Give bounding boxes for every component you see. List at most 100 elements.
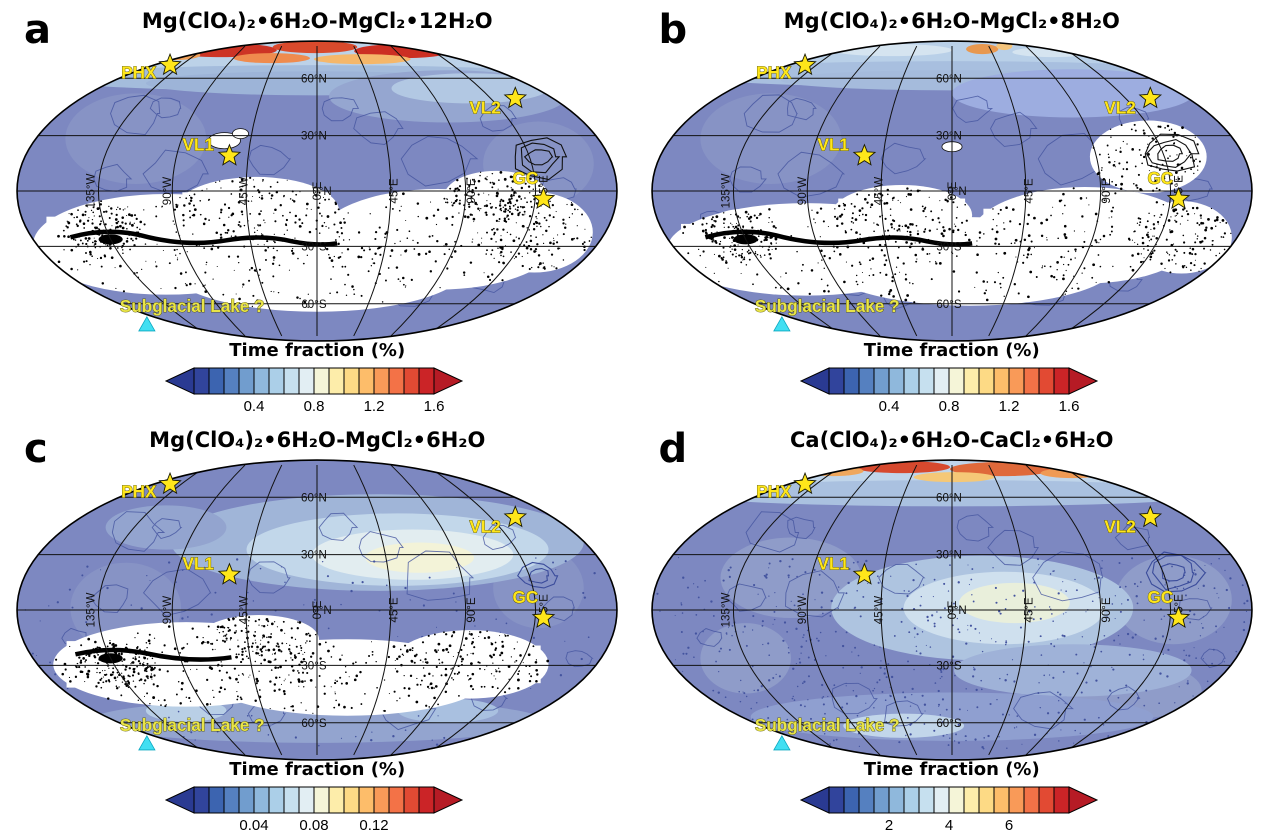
panel-b: b Mg(ClO₄)₂•6H₂O-MgCl₂•8H₂O 135°W 90°W 45°… (635, 0, 1269, 419)
site-star-vl1 (217, 562, 242, 585)
site-label-phx: PHX (756, 63, 792, 82)
lon-label: 90°W (797, 596, 809, 624)
mars-map-d: 135°W90°W45°W0°E45°E90°E135°E60°N30°N0°N… (650, 459, 1253, 761)
colorbar-cell (1038, 786, 1055, 814)
site-star-vl2 (1138, 86, 1162, 109)
colorbar-label-d: Time fraction (%) (863, 759, 1040, 780)
colorbar-cell (373, 786, 390, 814)
panel-title-c: Mg(ClO₄)₂•6H₂O-MgCl₂•6H₂O (149, 428, 486, 452)
valles-marineris-line (70, 229, 338, 247)
colorbar-cell (1008, 786, 1025, 814)
site-star-vl1 (852, 143, 876, 166)
colorbar-cell (223, 786, 240, 814)
map-outline (650, 40, 1253, 342)
colorbar-cell (933, 786, 950, 814)
lon-label: 90°W (162, 596, 174, 624)
colorbar-cell (253, 367, 270, 395)
colorbar-cell (283, 367, 300, 395)
colorbar-cell (993, 367, 1010, 395)
colorbar-label-a: Time fraction (%) (229, 340, 406, 361)
site-label-gc: GC (1147, 169, 1173, 188)
valles-marineris-line (704, 229, 973, 247)
colorbar-cell (948, 786, 965, 814)
colorbar-cell (403, 367, 420, 395)
colorbar-left-arrow-icon (165, 367, 195, 395)
colorbar-tick: 0.04 (240, 817, 269, 833)
lon-label: 90°W (162, 177, 174, 205)
panel-c: c Mg(ClO₄)₂•6H₂O-MgCl₂•6H₂O 135°W 90°W 45°… (0, 419, 635, 838)
site-label-vl1: VL1 (817, 136, 849, 155)
lat-label: 60°N (301, 73, 327, 85)
speckle-dots (57, 170, 593, 308)
colorbar-cell (918, 786, 935, 814)
colorbar-cell (328, 786, 345, 814)
landing-sites: PHX VL1 VL2 GC (121, 52, 556, 210)
lon-label: 45°W (873, 596, 885, 624)
colorbar-cell (268, 367, 285, 395)
colorbar-cell (888, 367, 905, 395)
subglacial-lake-triangle-icon (138, 735, 156, 751)
colorbar-cell (238, 786, 255, 814)
colorbar-cell (858, 367, 875, 395)
site-star-gc (531, 186, 556, 210)
colorbar-cell (283, 786, 300, 814)
colorbar-c: Time fraction (%) 0.04 0.08 0.12 (152, 759, 482, 833)
colorbar-cell (373, 367, 390, 395)
colorbar-label-c: Time fraction (%) (229, 759, 406, 780)
mars-map-b: 135°W90°W45°W0°E45°E90°E135°E60°N30°N0°N… (650, 40, 1253, 342)
site-star-vl1 (852, 562, 876, 585)
subglacial-lake-label: Subglacial Lake ? (755, 716, 900, 735)
colorbar-right-arrow-icon (433, 367, 464, 395)
lon-label: 135°W (720, 593, 732, 628)
site-label-gc: GC (513, 169, 539, 188)
colorbar-cell (963, 786, 980, 814)
colorbar-cell (903, 367, 920, 395)
lon-label: 45°E (1023, 597, 1035, 622)
colorbar-tick: 1.6 (424, 398, 445, 414)
site-star-phx (793, 52, 817, 76)
colorbar-cell (388, 786, 405, 814)
lon-label: 90°E (466, 597, 478, 622)
colorbar-cell (1053, 367, 1070, 395)
colorbar-cell (948, 367, 965, 395)
valles-marineris-line (75, 647, 233, 662)
colorbar-cell (873, 786, 890, 814)
lat-label: 60°N (301, 492, 327, 504)
colorbar-tick: 0.4 (244, 398, 265, 414)
colorbar-cell (298, 367, 315, 395)
colorbar-right-arrow-icon (1068, 367, 1098, 395)
subglacial-lake-triangle-icon (772, 316, 791, 332)
colorbar-d: Time fraction (%) 2 4 6 (787, 759, 1117, 833)
landing-sites: PHX VL1 VL2 GC (756, 52, 1190, 210)
colorbar-tick: 1.2 (998, 398, 1019, 414)
site-star-vl2 (503, 86, 528, 109)
colorbar-cell (208, 786, 225, 814)
lon-label: 90°W (797, 177, 809, 205)
site-star-vl1 (217, 143, 242, 166)
colorbar-scale-c: 0.04 0.08 0.12 (165, 786, 464, 833)
colorbar-cell (223, 367, 240, 395)
colorbar-scale-d: 2 4 6 (799, 786, 1098, 833)
lat-label: 30°S (936, 241, 961, 253)
lon-label: 0°E (947, 600, 959, 619)
colorbar-cell (978, 786, 995, 814)
lat-label: 30°N (936, 550, 962, 562)
colorbar-tick: 1.6 (1058, 398, 1079, 414)
colorbar-cell (1053, 786, 1070, 814)
lon-label: 90°E (1101, 178, 1113, 203)
colorbar-cell (358, 367, 375, 395)
lon-label: 135°W (86, 593, 98, 628)
colorbar-cell (418, 367, 435, 395)
colorbar-tick: 0.4 (878, 398, 899, 414)
colorbar-scale-b: 0.4 0.8 1.2 1.6 (799, 367, 1098, 414)
colorbar-cell (358, 786, 375, 814)
lat-label: 0°N (947, 605, 966, 617)
colorbar-cell (993, 786, 1010, 814)
panel-title-a: Mg(ClO₄)₂•6H₂O-MgCl₂•12H₂O (141, 9, 493, 33)
colorbar-cell (1023, 367, 1040, 395)
colorbar-cell (388, 367, 405, 395)
colorbar-cell (828, 786, 845, 814)
latitude-labels: 60°N 30°N 0°N 30°S 60°S (301, 73, 332, 310)
colorbar-tick: 6 (1005, 817, 1013, 833)
colorbar-cell (1008, 367, 1025, 395)
